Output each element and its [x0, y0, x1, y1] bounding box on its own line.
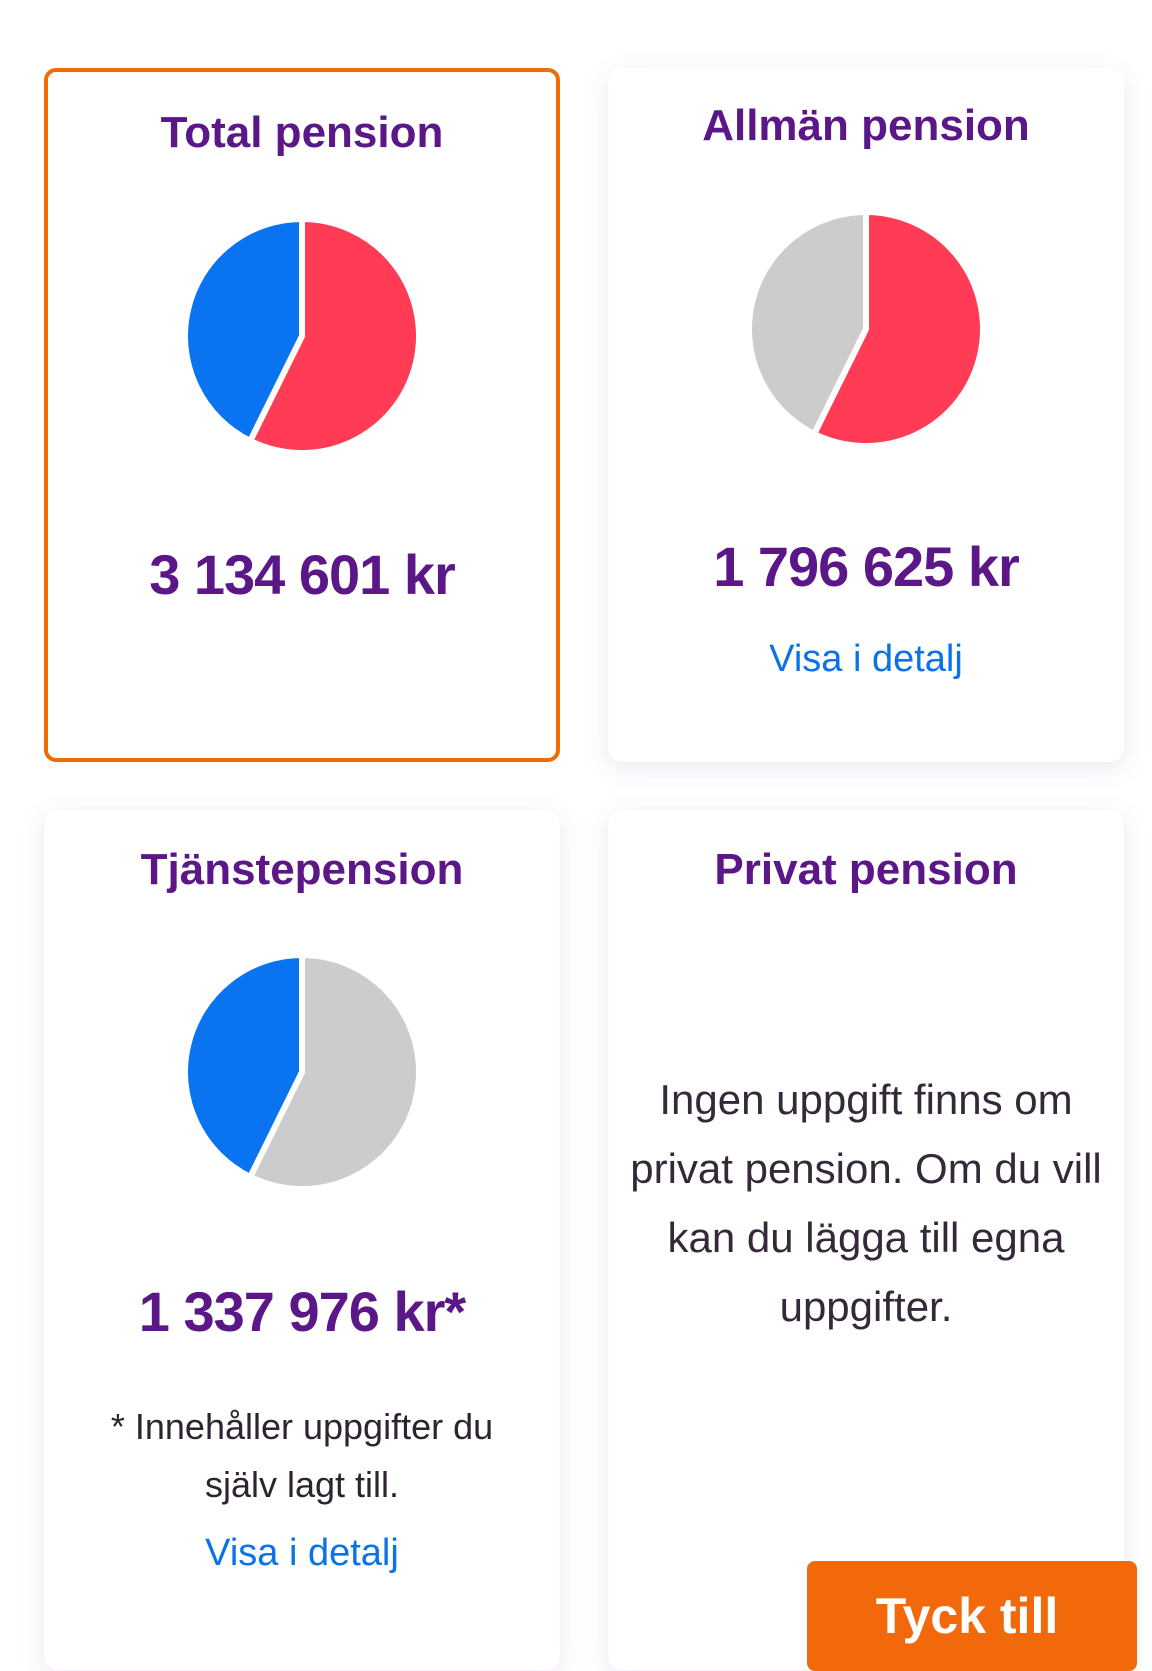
feedback-button[interactable]: Tyck till	[807, 1561, 1137, 1671]
card-title: Tjänstepension	[140, 845, 464, 894]
show-details-link[interactable]: Visa i detalj	[205, 1532, 399, 1574]
amount-value: 3 134 601 kr	[149, 543, 456, 606]
footnote-text: * Innehåller uppgifter du själv lagt til…	[110, 1406, 494, 1505]
card-title: Allmän pension	[702, 101, 1030, 150]
pie-slice-1	[746, 209, 869, 437]
pie-slice-1	[182, 952, 305, 1180]
card-title: Privat pension	[714, 845, 1018, 894]
card-allman-pension[interactable]: Allmän pension 1 796 625 kr Visa i detal…	[608, 68, 1124, 762]
pie-slice-0	[811, 209, 986, 449]
pie-slice-0	[247, 216, 422, 456]
pie-slice-1	[182, 216, 305, 444]
card-total-pension[interactable]: Total pension 3 134 601 kr	[44, 68, 560, 762]
card-tjanstepension[interactable]: Tjänstepension 1 337 976 kr* * Innehålle…	[44, 810, 560, 1670]
no-data-message: Ingen uppgift finns om privat pension. O…	[630, 1076, 1102, 1330]
show-details-link[interactable]: Visa i detalj	[769, 638, 963, 680]
pie-slice-0	[247, 952, 422, 1192]
pie-chart	[746, 209, 986, 449]
card-privat-pension[interactable]: Privat pension Ingen uppgift finns om pr…	[608, 810, 1124, 1670]
amount-value: 1 796 625 kr	[713, 535, 1020, 598]
pie-chart	[182, 952, 422, 1192]
card-title: Total pension	[160, 108, 444, 157]
pie-chart	[182, 216, 422, 456]
amount-value: 1 337 976 kr*	[138, 1280, 466, 1343]
